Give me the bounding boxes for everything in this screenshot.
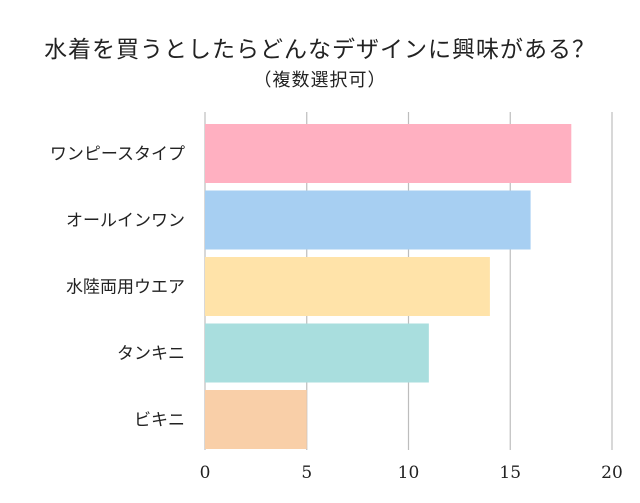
category-label-0: ワンピースタイプ: [50, 145, 185, 165]
category-label-3: タンキニ: [117, 344, 185, 364]
chart-subtitle: （複数選択可）: [253, 70, 387, 91]
bar-1: [205, 190, 531, 250]
bar-0: [205, 124, 572, 183]
bar-2: [205, 257, 490, 316]
x-tick-label-5: 5: [301, 463, 312, 483]
x-tick-label-20: 20: [601, 463, 623, 483]
category-label-1: オールインワン: [66, 211, 185, 231]
category-label-4: ビキニ: [134, 411, 185, 431]
bar-4: [205, 390, 307, 449]
chart-title: 水着を買うとしたらどんなデザインに興味がある？: [44, 37, 596, 63]
x-tick-label-10: 10: [398, 463, 420, 483]
x-tick-label-15: 15: [499, 463, 521, 483]
category-label-2: 水陸両用ウエア: [66, 278, 185, 298]
x-tick-label-0: 0: [200, 463, 211, 483]
bar-3: [205, 323, 429, 383]
